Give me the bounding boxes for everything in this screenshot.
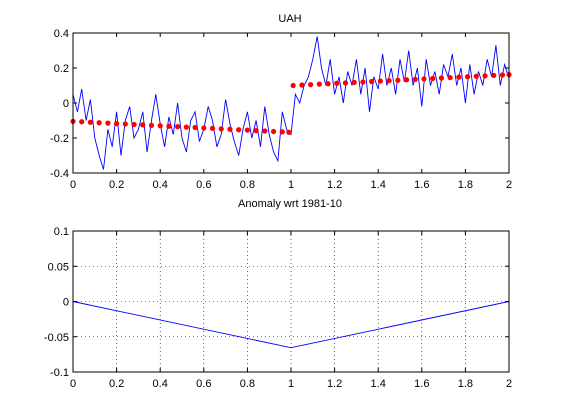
x-tick-label: 1.2 — [327, 378, 342, 390]
y-tick-label: 0.05 — [48, 261, 69, 273]
series-marker — [499, 72, 506, 78]
series-marker — [148, 122, 155, 128]
series-marker — [447, 75, 453, 81]
x-tick-label: 1.8 — [458, 378, 473, 390]
series-line — [72, 301, 510, 349]
y-tick-label: 0 — [63, 98, 69, 110]
series-marker — [286, 129, 292, 135]
series-marker — [299, 82, 305, 88]
series-marker — [236, 127, 242, 133]
x-tick-label: 0.8 — [240, 179, 255, 191]
x-tick-label: 0.4 — [153, 378, 168, 390]
series-marker — [253, 128, 259, 134]
x-tick-label: 2 — [506, 378, 512, 390]
x-tick-label: 0.6 — [196, 378, 211, 390]
series-marker — [421, 76, 427, 82]
bottom-axes: 0 0.2 0.4 0.6 0.8 1 1.2 1.4 1.6 1.8 2 -0.1 -0.05 0 0.0… — [44, 226, 512, 390]
series-marker — [244, 127, 250, 133]
series-marker — [114, 121, 120, 127]
x-tick-label: 1.8 — [458, 179, 473, 191]
series-marker — [473, 73, 479, 79]
series-marker — [351, 79, 357, 85]
x-tick-label: 0 — [70, 179, 76, 191]
y-tick-label: -0.05 — [44, 332, 69, 344]
series-marker — [87, 119, 94, 125]
series-marker — [105, 120, 111, 126]
series-marker — [140, 122, 146, 128]
top-chart-title: UAH — [278, 13, 301, 25]
y-tick-label: -0.4 — [50, 168, 69, 180]
series-marker — [227, 126, 233, 132]
x-tick-label: 1.6 — [414, 179, 429, 191]
series-marker — [131, 121, 137, 128]
series-marker — [175, 124, 181, 130]
x-tick-label: 0 — [70, 378, 76, 390]
y-tick-label: 0 — [63, 297, 69, 309]
x-tick-label: 1 — [288, 179, 294, 191]
x-tick-label: 0.4 — [153, 179, 168, 191]
series-marker — [270, 128, 277, 135]
x-tick-label: 0.8 — [240, 378, 255, 390]
series-marker — [334, 80, 340, 86]
y-tick-label: -0.2 — [50, 133, 69, 145]
x-tick-label: 1.4 — [371, 378, 386, 390]
series-marker — [482, 73, 488, 79]
series-line — [72, 36, 510, 170]
series-marker — [209, 125, 216, 131]
y-tick-label: -0.1 — [50, 367, 69, 379]
x-tick-label: 0.2 — [109, 179, 124, 191]
axes-frame — [72, 230, 510, 373]
series-marker — [308, 82, 314, 88]
series-marker — [412, 76, 418, 82]
x-tick-label: 1.6 — [414, 378, 429, 390]
series-marker — [360, 79, 366, 85]
y-tick-label: 0.4 — [54, 28, 69, 40]
x-tick-label: 1.2 — [327, 179, 342, 191]
series-marker — [79, 119, 85, 125]
y-tick-label: 0.2 — [54, 63, 69, 75]
series-marker — [369, 78, 375, 85]
x-tick-label: 2 — [506, 179, 512, 191]
series-marker — [386, 78, 392, 84]
series-marker — [342, 80, 349, 86]
axes-frame — [72, 32, 510, 174]
series-marker — [456, 74, 462, 80]
series-marker — [464, 74, 471, 80]
series-marker — [218, 126, 224, 132]
series-marker — [491, 72, 497, 78]
top-chart-xlabel: Anomaly wrt 1981-10 — [238, 198, 342, 210]
series-marker — [183, 124, 189, 130]
series-marker — [166, 123, 172, 129]
series-marker — [157, 123, 163, 129]
series-marker — [290, 82, 296, 89]
series-marker — [122, 121, 128, 127]
series-marker — [325, 81, 331, 87]
series-marker — [403, 77, 410, 83]
y-tick-label: 0.1 — [54, 226, 69, 238]
x-tick-label: 1.4 — [371, 179, 386, 191]
x-tick-label: 0.2 — [109, 378, 124, 390]
series-marker — [201, 125, 207, 131]
series-marker — [192, 124, 198, 131]
x-tick-label: 0.6 — [196, 179, 211, 191]
top-axes: UAH Anomaly wrt 1981-10 0 0.2 0.4 0.6 0.8 1 1.… — [50, 13, 512, 210]
series-marker — [395, 77, 401, 83]
series-marker — [96, 120, 102, 126]
series-marker — [279, 129, 285, 135]
series-marker — [377, 78, 383, 84]
series-marker — [262, 128, 268, 134]
series-marker — [438, 75, 445, 81]
series-marker — [430, 75, 436, 82]
series-marker — [316, 81, 322, 87]
x-tick-label: 1 — [288, 378, 294, 390]
